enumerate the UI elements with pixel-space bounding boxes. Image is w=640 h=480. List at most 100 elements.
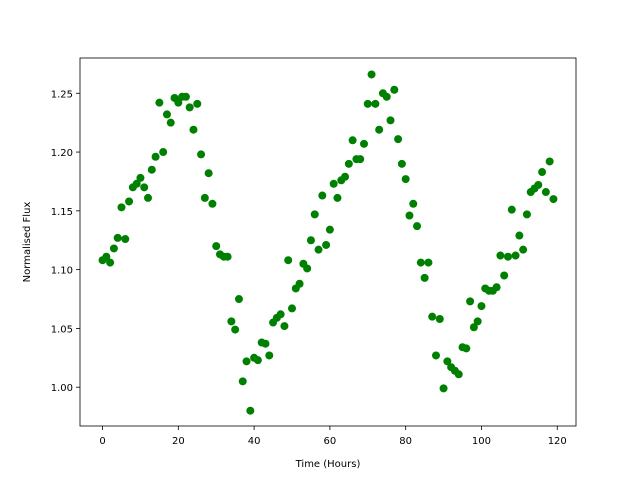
point (420, 273, 429, 282)
point (492, 283, 501, 292)
point (223, 252, 232, 261)
point (413, 222, 422, 231)
point (238, 377, 247, 386)
point (390, 85, 399, 94)
point (193, 99, 202, 108)
point (162, 110, 171, 119)
x-tick-label: 120 (548, 436, 567, 447)
point (109, 244, 118, 253)
x-tick-label: 40 (248, 436, 261, 447)
point (386, 116, 395, 125)
point (519, 245, 528, 254)
point (500, 271, 509, 280)
point (234, 295, 243, 304)
point (151, 152, 160, 161)
point (473, 317, 482, 326)
point (132, 179, 141, 188)
point (174, 98, 183, 107)
point (200, 193, 209, 202)
y-tick-label: 1.25 (51, 89, 73, 100)
point (121, 235, 130, 244)
point (106, 258, 115, 267)
point (155, 98, 164, 107)
point (280, 322, 289, 331)
point (306, 236, 315, 245)
point (416, 258, 425, 267)
y-tick-label: 1.20 (51, 148, 73, 159)
point (295, 279, 304, 288)
point (507, 205, 516, 214)
point (538, 168, 547, 177)
point (534, 180, 543, 189)
point (166, 118, 175, 127)
point (348, 136, 357, 145)
y-tick-label: 1.00 (51, 383, 73, 394)
point (409, 199, 418, 208)
point (227, 317, 236, 326)
point (102, 252, 111, 261)
point (341, 172, 350, 181)
point (288, 304, 297, 313)
point (443, 357, 452, 366)
point (284, 256, 293, 265)
x-tick-label: 20 (172, 436, 185, 447)
point (541, 188, 550, 197)
point (246, 406, 255, 415)
point (454, 370, 463, 379)
point (212, 242, 221, 251)
y-tick-label: 1.05 (51, 324, 73, 335)
point (469, 323, 478, 332)
point (147, 165, 156, 174)
point (431, 351, 440, 360)
point (265, 351, 274, 360)
point (125, 197, 134, 206)
point (329, 179, 338, 188)
point (382, 92, 391, 101)
point (231, 325, 240, 334)
point (359, 139, 368, 148)
point (397, 159, 406, 168)
point (242, 357, 251, 366)
point (276, 310, 285, 319)
point (511, 251, 520, 260)
point (197, 150, 206, 159)
y-axis-label: Normalised Flux (22, 202, 33, 283)
point (371, 99, 380, 108)
point (356, 155, 365, 164)
point (439, 384, 448, 393)
point (140, 183, 149, 192)
point (185, 103, 194, 112)
y-tick-label: 1.15 (51, 207, 73, 218)
x-tick-label: 60 (324, 436, 337, 447)
point (549, 195, 558, 204)
x-tick-label: 80 (399, 436, 412, 447)
point (314, 245, 323, 254)
point (477, 302, 486, 311)
point (208, 199, 217, 208)
point (322, 240, 331, 249)
point (261, 339, 270, 348)
point (462, 344, 471, 353)
point (515, 231, 524, 240)
point (113, 233, 122, 242)
x-axis-label: Time (Hours) (295, 459, 361, 470)
point (428, 312, 437, 321)
point (363, 99, 372, 108)
x-tick-label: 100 (472, 436, 491, 447)
point (303, 264, 312, 273)
point (181, 92, 190, 101)
point (394, 135, 403, 144)
point (522, 210, 531, 219)
point (375, 125, 384, 134)
point (117, 203, 126, 212)
point (144, 193, 153, 202)
point (344, 159, 353, 168)
point (159, 148, 168, 157)
point (424, 258, 433, 267)
point (496, 251, 505, 260)
point (136, 173, 145, 182)
point (333, 193, 342, 202)
point (189, 125, 198, 134)
